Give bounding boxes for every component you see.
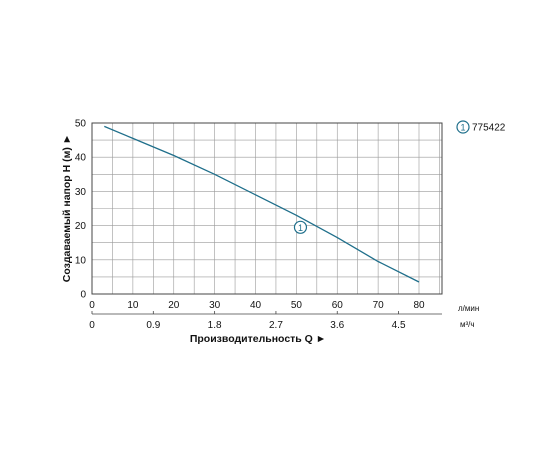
- x-tick-label-secondary: 2.7: [269, 320, 283, 331]
- series-marker-circle: [293, 220, 308, 234]
- y-tick-label: 10: [75, 255, 87, 266]
- x-tick-label-primary: 60: [332, 300, 344, 311]
- x-unit-secondary: м³/ч: [460, 320, 475, 329]
- x-tick-label-secondary: 4.5: [392, 320, 406, 331]
- x-tick-label-primary: 80: [413, 300, 425, 311]
- y-tick-label: 50: [75, 119, 87, 130]
- x-tick-label-secondary: 1.8: [208, 320, 222, 331]
- x-tick-label-secondary: 3.6: [330, 320, 344, 331]
- series-line: [104, 125, 420, 283]
- y-tick-label: 30: [75, 187, 87, 198]
- x-axis-label: Производительность Q ►: [190, 333, 326, 345]
- x-unit-primary: л/мин: [458, 304, 479, 313]
- x-tick-label-primary: 40: [250, 300, 262, 311]
- x-tick-label-secondary: 0: [89, 320, 95, 331]
- x-tick-label-secondary: 0.9: [146, 320, 160, 331]
- x-tick-label-primary: 50: [291, 300, 303, 311]
- y-tick-label: 40: [75, 153, 87, 164]
- chart-tick-labels: 0 10 20 30 40 50 0 10 20 30 40 50 60 70 80 0 0.9 1.8 2.7 3.…: [75, 119, 425, 332]
- x-tick-label-primary: 30: [209, 300, 221, 311]
- x-tick-label-primary: 20: [168, 300, 180, 311]
- x-tick-label-primary: 70: [373, 300, 385, 311]
- chart-series: 1: [104, 125, 420, 283]
- x-tick-label-primary: 10: [127, 300, 139, 311]
- legend: 1 775422: [456, 120, 506, 134]
- chart-grid: [92, 123, 442, 294]
- y-tick-label: 20: [75, 221, 87, 232]
- x-tick-label-primary: 0: [89, 300, 95, 311]
- y-tick-label: 0: [80, 290, 86, 301]
- legend-marker-label: 1: [460, 123, 465, 133]
- plot-border: [91, 122, 443, 295]
- legend-marker-circle: [456, 120, 470, 134]
- series-marker-label: 1: [298, 223, 303, 233]
- y-axis-label: Создаваемый напор H (м) ►: [61, 134, 73, 282]
- legend-series-name: 775422: [472, 123, 506, 134]
- chart-axes: [91, 122, 443, 315]
